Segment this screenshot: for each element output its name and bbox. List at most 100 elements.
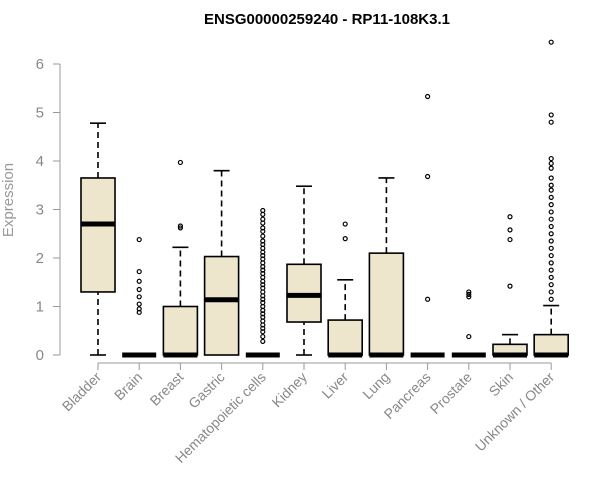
box-pancreas bbox=[410, 93, 445, 358]
outlier-point bbox=[548, 296, 554, 302]
outlier-point bbox=[548, 252, 554, 259]
outlier-point bbox=[260, 233, 266, 239]
outlier-point bbox=[342, 236, 348, 242]
outlier-point bbox=[136, 306, 142, 312]
outlier-point bbox=[260, 252, 266, 259]
outlier-point bbox=[425, 296, 431, 302]
outlier-point bbox=[548, 260, 554, 266]
box-brain bbox=[122, 236, 157, 358]
outlier-point bbox=[548, 160, 554, 167]
box-gastric bbox=[203, 169, 240, 356]
outlier-point bbox=[548, 165, 554, 171]
outlier-point bbox=[466, 291, 472, 297]
outlier-point bbox=[136, 236, 142, 243]
box-kidney bbox=[286, 185, 322, 356]
outlier-point bbox=[507, 214, 513, 220]
x-tick-label: Kidney bbox=[269, 369, 311, 411]
outlier-point bbox=[136, 301, 142, 307]
outlier-point bbox=[548, 187, 554, 193]
outlier-point bbox=[507, 236, 513, 243]
outlier-point bbox=[548, 119, 554, 125]
outlier-point bbox=[136, 294, 142, 300]
outlier-point bbox=[260, 296, 266, 302]
outlier-point bbox=[548, 216, 554, 222]
outlier-point bbox=[260, 225, 266, 231]
outlier-point bbox=[548, 209, 554, 215]
box-body bbox=[162, 305, 199, 356]
outlier-point bbox=[548, 194, 554, 200]
box-body bbox=[203, 255, 240, 356]
outlier-point bbox=[548, 289, 554, 295]
outlier-point bbox=[466, 294, 472, 300]
outlier-point bbox=[466, 333, 472, 340]
y-tick-label: 5 bbox=[36, 105, 44, 122]
outlier-point bbox=[548, 182, 554, 188]
box-body bbox=[533, 333, 570, 356]
y-tick-label: 1 bbox=[36, 299, 44, 316]
outlier-point bbox=[260, 311, 266, 317]
outlier-point bbox=[342, 221, 348, 227]
outlier-point bbox=[548, 175, 554, 181]
x-tick-label: Skin bbox=[486, 369, 517, 400]
outlier-point bbox=[548, 112, 554, 118]
box-hematopoietic-cells bbox=[245, 207, 280, 358]
box-prostate bbox=[451, 289, 486, 358]
box-skin bbox=[492, 214, 528, 358]
outlier-point bbox=[260, 325, 266, 331]
outlier-point bbox=[260, 228, 266, 234]
outlier-point bbox=[260, 238, 266, 244]
outlier-point bbox=[260, 329, 266, 335]
outlier-point bbox=[177, 159, 183, 166]
outlier-point bbox=[177, 223, 183, 229]
x-tick-label: Bladder bbox=[59, 369, 105, 415]
outlier-point bbox=[425, 173, 431, 180]
outlier-point bbox=[260, 314, 266, 320]
outlier-point bbox=[507, 227, 513, 233]
x-tick-label: Prostate bbox=[427, 369, 475, 417]
outlier-point bbox=[548, 202, 554, 208]
x-tick-label: Lung bbox=[359, 369, 392, 402]
y-tick-label: 2 bbox=[36, 250, 44, 267]
box-body bbox=[368, 252, 405, 356]
x-tick-label: Liver bbox=[319, 369, 352, 402]
outlier-point bbox=[136, 309, 142, 315]
outlier-point bbox=[507, 283, 513, 289]
outlier-point bbox=[260, 282, 266, 288]
outlier-point bbox=[260, 216, 266, 222]
outlier-point bbox=[260, 285, 266, 291]
outlier-point bbox=[548, 282, 554, 288]
outlier-point bbox=[136, 278, 142, 284]
outlier-point bbox=[466, 289, 472, 295]
outlier-point bbox=[548, 274, 554, 280]
outlier-point bbox=[260, 256, 266, 262]
outlier-point bbox=[548, 155, 554, 162]
box-lung bbox=[368, 177, 405, 358]
outlier-point bbox=[177, 225, 183, 231]
outlier-point bbox=[548, 267, 554, 273]
outlier-point bbox=[260, 300, 266, 306]
outlier-point bbox=[136, 268, 142, 275]
y-tick-label: 0 bbox=[36, 347, 44, 364]
outlier-point bbox=[136, 286, 142, 293]
outlier-point bbox=[260, 267, 266, 273]
box-unknown-other bbox=[533, 39, 570, 358]
outlier-point bbox=[548, 245, 554, 251]
y-tick-label: 4 bbox=[36, 153, 44, 170]
y-axis-label: Expression bbox=[0, 163, 17, 237]
outlier-point bbox=[425, 93, 431, 100]
box-body bbox=[327, 319, 364, 356]
outlier-point bbox=[260, 333, 266, 340]
y-axis: 0 1 2 3 4 5 6 bbox=[36, 56, 61, 364]
y-tick-label: 6 bbox=[36, 56, 44, 73]
outlier-point bbox=[260, 338, 266, 345]
outlier-point bbox=[260, 270, 266, 277]
box-body bbox=[80, 177, 116, 293]
outlier-point bbox=[260, 241, 266, 248]
chart-title: ENSG00000259240 - RP11-108K3.1 bbox=[204, 11, 450, 28]
y-tick-label: 3 bbox=[36, 202, 44, 219]
outlier-point bbox=[548, 39, 554, 45]
box-bladder bbox=[80, 122, 116, 356]
plot-area bbox=[80, 39, 570, 358]
